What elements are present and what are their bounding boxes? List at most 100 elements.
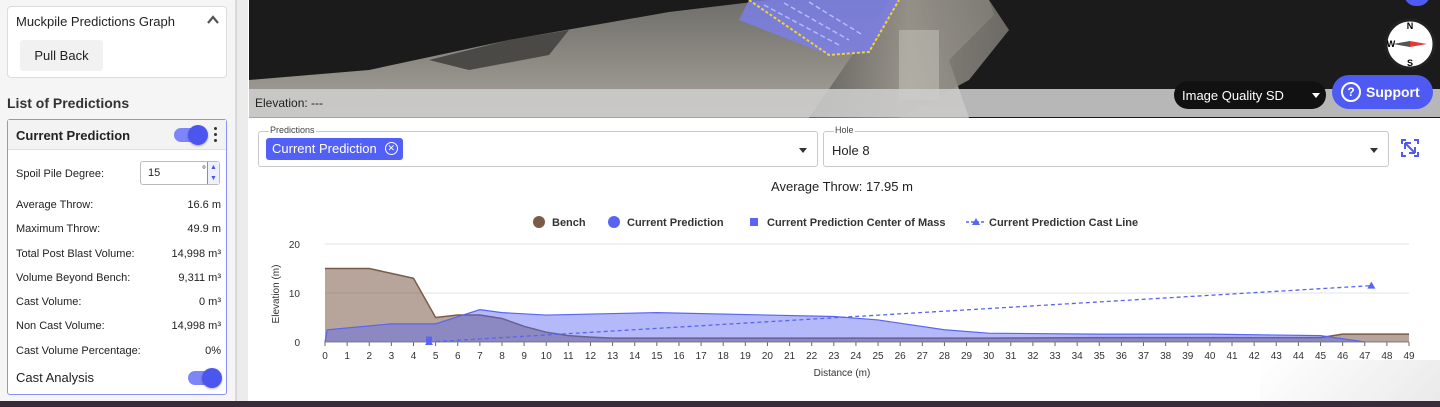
x-tick-label: 35: [1094, 351, 1106, 362]
x-tick-label: 18: [718, 351, 730, 362]
x-tick-label: 31: [1005, 351, 1017, 362]
chip-remove-icon[interactable]: ✕: [384, 142, 398, 155]
y-tick-label: 20: [289, 240, 301, 251]
chart-title: Average Throw: 17.95 m: [771, 179, 913, 194]
legend-marker: [533, 216, 545, 228]
graph-card-title: Muckpile Predictions Graph: [16, 14, 175, 29]
stat-label: Total Post Blast Volume:: [16, 248, 135, 260]
x-tick-label: 41: [1226, 351, 1238, 362]
x-tick-label: 1: [344, 351, 350, 362]
predictions-list-title: List of Predictions: [7, 95, 130, 111]
cast-analysis-toggle[interactable]: [188, 368, 222, 388]
x-tick-label: 26: [895, 351, 907, 362]
x-tick-label: 5: [433, 351, 439, 362]
x-tick-label: 28: [939, 351, 951, 362]
spinner-icon[interactable]: ▲ ▼: [207, 162, 219, 184]
y-tick-label: 10: [289, 289, 301, 300]
stat-row: Cast Volume Percentage: 0%: [16, 345, 221, 357]
x-tick-label: 30: [983, 351, 995, 362]
pull-back-button[interactable]: Pull Back: [20, 40, 103, 71]
support-button[interactable]: ? Support: [1332, 75, 1433, 109]
throw-profile-chart: Average Throw: 17.95 m Bench Current Predi…: [271, 179, 1415, 379]
legend-marker: [972, 218, 980, 225]
compass-south: S: [1407, 58, 1413, 68]
x-tick-label: 6: [455, 351, 461, 362]
cast-line: [428, 285, 1372, 343]
stat-row: Total Post Blast Volume: 14,998 m³: [16, 248, 221, 260]
x-tick-label: 43: [1271, 351, 1283, 362]
x-tick-label: 17: [696, 351, 708, 362]
legend-label: Current Prediction Cast Line: [989, 217, 1138, 229]
x-tick-label: 40: [1204, 351, 1216, 362]
x-tick-label: 21: [784, 351, 796, 362]
stat-value: 9,311 m³: [178, 272, 221, 284]
dropdown-arrow-icon: [1312, 93, 1320, 98]
center-of-mass-marker: [425, 336, 432, 343]
hole-select-label: Hole: [834, 125, 855, 135]
bench-line: [325, 267, 1409, 339]
x-tick-label: 24: [850, 351, 862, 362]
bench-area: [325, 268, 1409, 342]
stat-value: 16.6 m: [187, 199, 221, 211]
prediction-card-header: Current Prediction: [8, 120, 226, 150]
hole-select[interactable]: Hole Hole 8: [823, 125, 1389, 167]
stat-label: Average Throw:: [16, 199, 94, 211]
x-tick-label: 13: [607, 351, 619, 362]
background-shadow: [1260, 360, 1440, 401]
x-tick-label: 19: [740, 351, 752, 362]
stat-row: Volume Beyond Bench: 9,311 m³: [16, 272, 221, 284]
x-tick-label: 0: [322, 351, 328, 362]
y-axis-label: Elevation (m): [271, 265, 282, 324]
more-options-icon[interactable]: [213, 127, 219, 145]
prediction-name: Current Prediction: [16, 128, 131, 143]
predictions-select-label: Predictions: [269, 125, 316, 135]
stat-value: 14,998 m³: [171, 248, 221, 260]
compass-icon[interactable]: N S W: [1383, 17, 1437, 71]
x-tick-label: 29: [961, 351, 973, 362]
stat-label: Non Cast Volume:: [16, 320, 105, 332]
legend-marker: [750, 218, 758, 226]
legend-label: Current Prediction: [627, 217, 724, 229]
x-tick-label: 8: [499, 351, 505, 362]
question-icon: ?: [1341, 82, 1361, 102]
sidebar-scrollbar[interactable]: [236, 0, 248, 401]
chevron-up-icon[interactable]: [206, 13, 220, 27]
spoil-pile-value: 15: [148, 167, 161, 179]
settings-button[interactable]: [1404, 0, 1430, 6]
spoil-pile-degree-input[interactable]: 15 ° ▲ ▼: [140, 161, 220, 185]
x-tick-label: 33: [1049, 351, 1061, 362]
image-quality-select[interactable]: Image Quality SD: [1174, 81, 1326, 109]
toggle-knob: [188, 125, 208, 145]
prediction-visibility-toggle[interactable]: [174, 125, 208, 145]
prediction-chip[interactable]: Current Prediction ✕: [266, 138, 403, 160]
x-tick-label: 49: [1403, 351, 1415, 362]
stat-label: Volume Beyond Bench:: [16, 272, 131, 284]
x-tick-label: 11: [563, 351, 574, 362]
x-tick-label: 7: [477, 351, 483, 362]
stat-value: 14,998 m³: [171, 320, 221, 332]
x-tick-label: 37: [1138, 351, 1150, 362]
predictions-select[interactable]: Predictions Current Prediction ✕: [258, 125, 818, 167]
stat-value: 49.9 m: [187, 223, 221, 235]
x-tick-label: 36: [1116, 351, 1128, 362]
x-tick-label: 22: [806, 351, 818, 362]
stat-value: 0%: [205, 345, 221, 357]
stat-label: Maximum Throw:: [16, 223, 101, 235]
prediction-chip-label: Current Prediction: [272, 141, 377, 156]
legend-label: Current Prediction Center of Mass: [767, 217, 945, 229]
x-tick-label: 23: [828, 351, 840, 362]
x-tick-label: 2: [366, 351, 372, 362]
expand-icon[interactable]: [1400, 138, 1420, 158]
x-tick-label: 45: [1315, 351, 1327, 362]
stat-row: Maximum Throw: 49.9 m: [16, 223, 221, 235]
x-tick-label: 9: [521, 351, 527, 362]
x-tick-label: 38: [1160, 351, 1172, 362]
x-tick-label: 44: [1293, 351, 1305, 362]
x-tick-label: 14: [629, 351, 641, 362]
x-tick-label: 27: [917, 351, 929, 362]
degree-unit: °: [202, 165, 206, 176]
x-tick-label: 3: [389, 351, 395, 362]
stat-label: Cast Volume Percentage:: [16, 345, 141, 357]
left-sidebar: Muckpile Predictions Graph Pull Back Lis…: [0, 0, 236, 401]
compass-west: W: [1387, 39, 1396, 49]
